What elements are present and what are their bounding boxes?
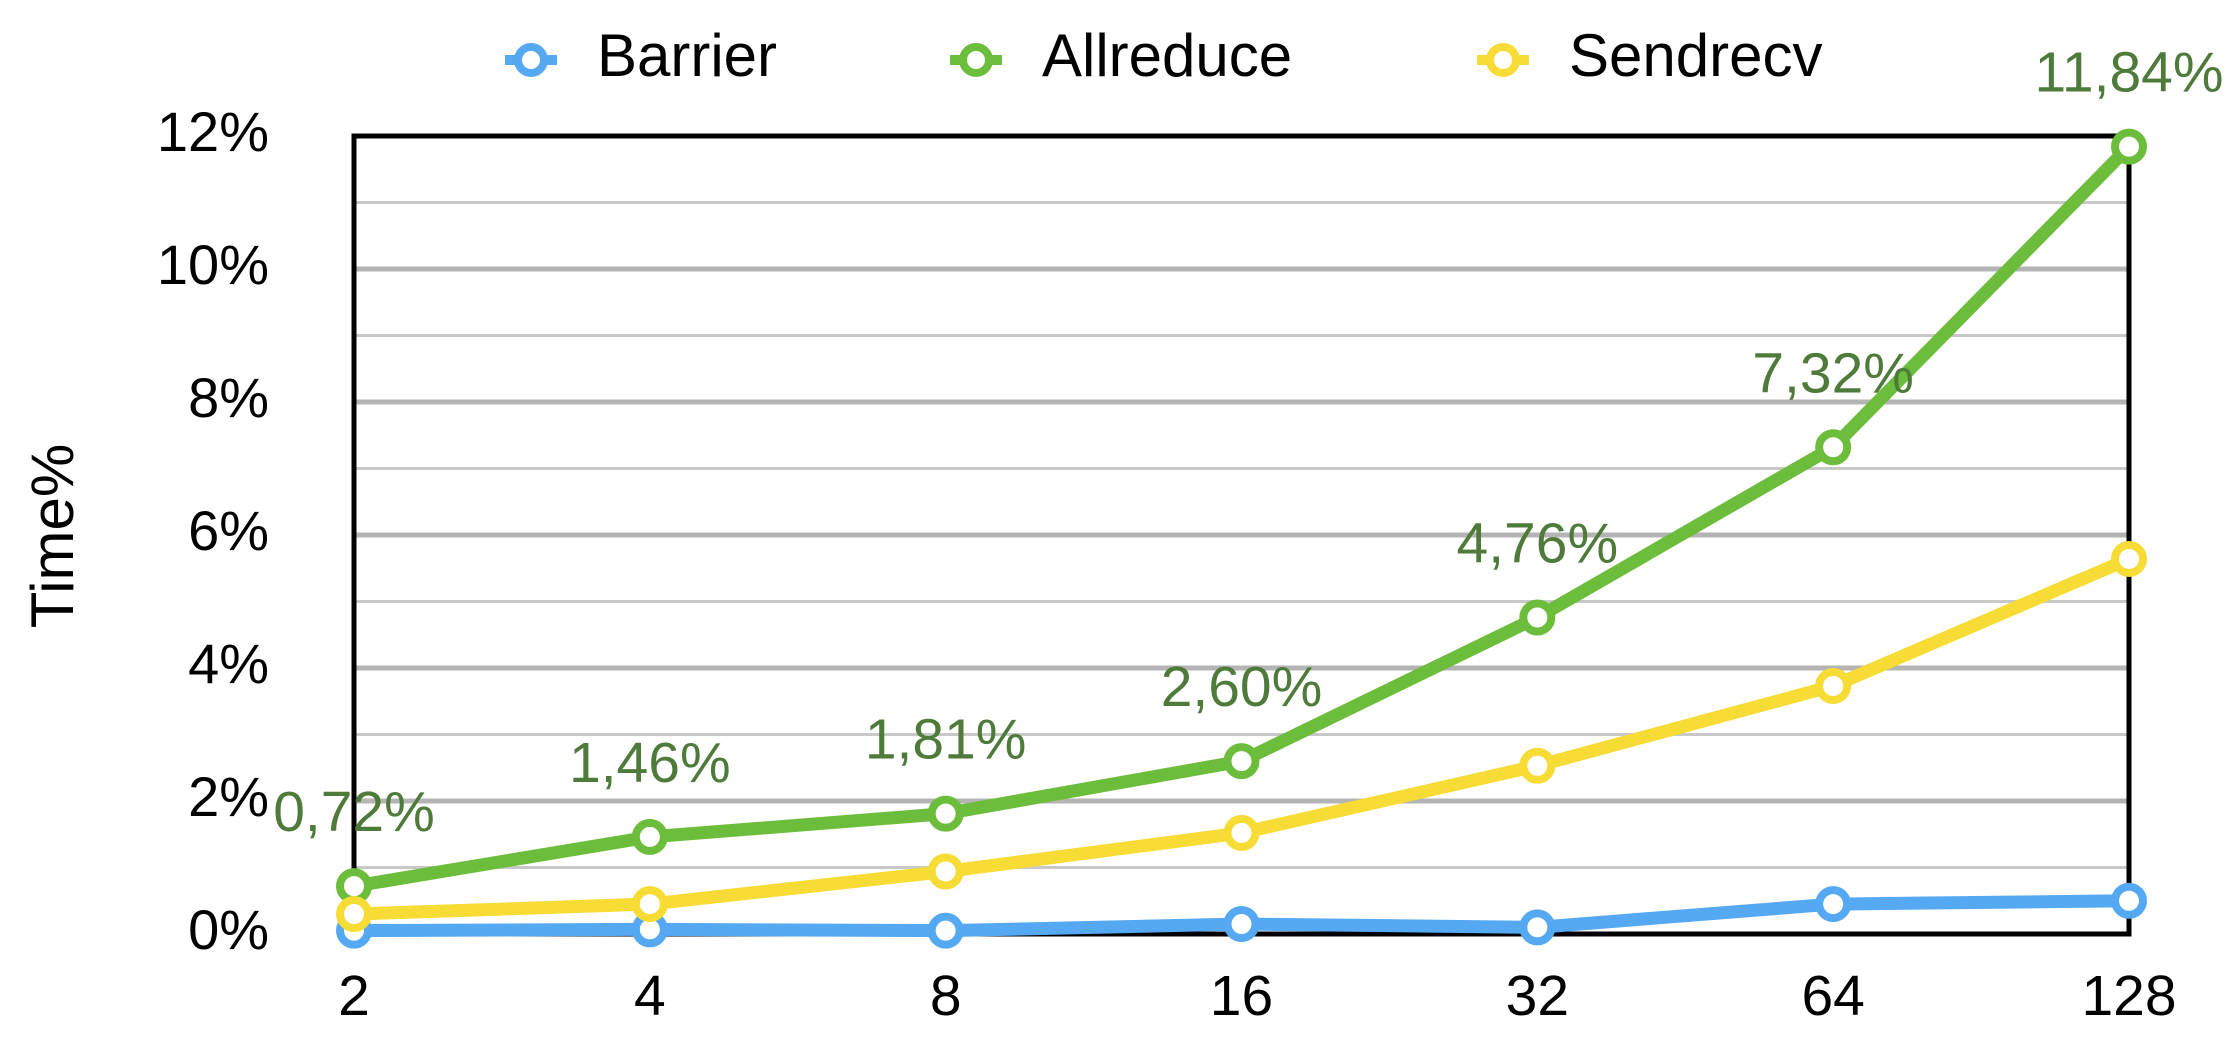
data-point [2111,882,2147,919]
x-tick-label: 64 [1801,964,1864,1028]
data-point [1519,747,1556,784]
legend-marker [959,43,993,77]
y-tick-label: 0% [188,898,269,961]
data-point [927,853,964,890]
data-point [1815,667,1852,704]
x-tick-label: 128 [2081,964,2176,1028]
legend-label: Sendrecv [1569,22,1822,89]
data-point [631,818,668,855]
y-axis-title: Time% [19,444,86,628]
legend-label: Allreduce [1042,22,1292,89]
x-tick-label: 16 [1210,964,1273,1028]
data-label: 11,84% [2034,41,2223,105]
legend-marker [514,43,548,77]
data-label: 2,60% [1161,655,1323,719]
x-tick-label: 4 [634,964,666,1028]
x-tick-label: 2 [338,964,370,1028]
y-tick-label: 4% [188,632,269,695]
y-tick-label: 12% [157,100,269,163]
data-point [1815,429,1852,466]
legend-marker [1486,43,1520,77]
data-label: 1,46% [569,731,731,795]
data-point [1519,599,1556,636]
y-tick-label: 2% [188,765,269,828]
data-point [336,896,372,933]
data-label: 1,81% [865,708,1027,772]
data-point [927,912,964,949]
data-point [631,886,668,923]
x-tick-label: 8 [930,964,962,1028]
data-point [1815,886,1852,923]
data-point [336,868,372,905]
data-point [2111,540,2147,577]
data-point [927,795,964,832]
data-point [1223,743,1260,780]
y-tick-label: 6% [188,499,269,562]
data-point [1223,906,1260,943]
data-point [2111,128,2147,165]
x-tick-label: 32 [1506,964,1569,1028]
y-tick-label: 10% [157,233,269,296]
data-label: 7,32% [1752,341,1914,405]
data-label: 0,72% [273,780,435,844]
y-tick-label: 8% [188,366,269,429]
data-point [1223,814,1260,851]
data-point [1519,909,1556,946]
legend-label: Barrier [597,22,777,89]
data-label: 4,76% [1457,512,1619,576]
